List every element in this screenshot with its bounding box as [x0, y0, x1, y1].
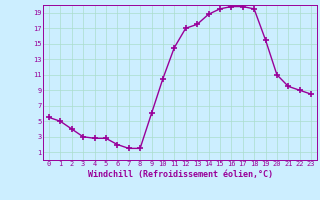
X-axis label: Windchill (Refroidissement éolien,°C): Windchill (Refroidissement éolien,°C) — [87, 170, 273, 179]
